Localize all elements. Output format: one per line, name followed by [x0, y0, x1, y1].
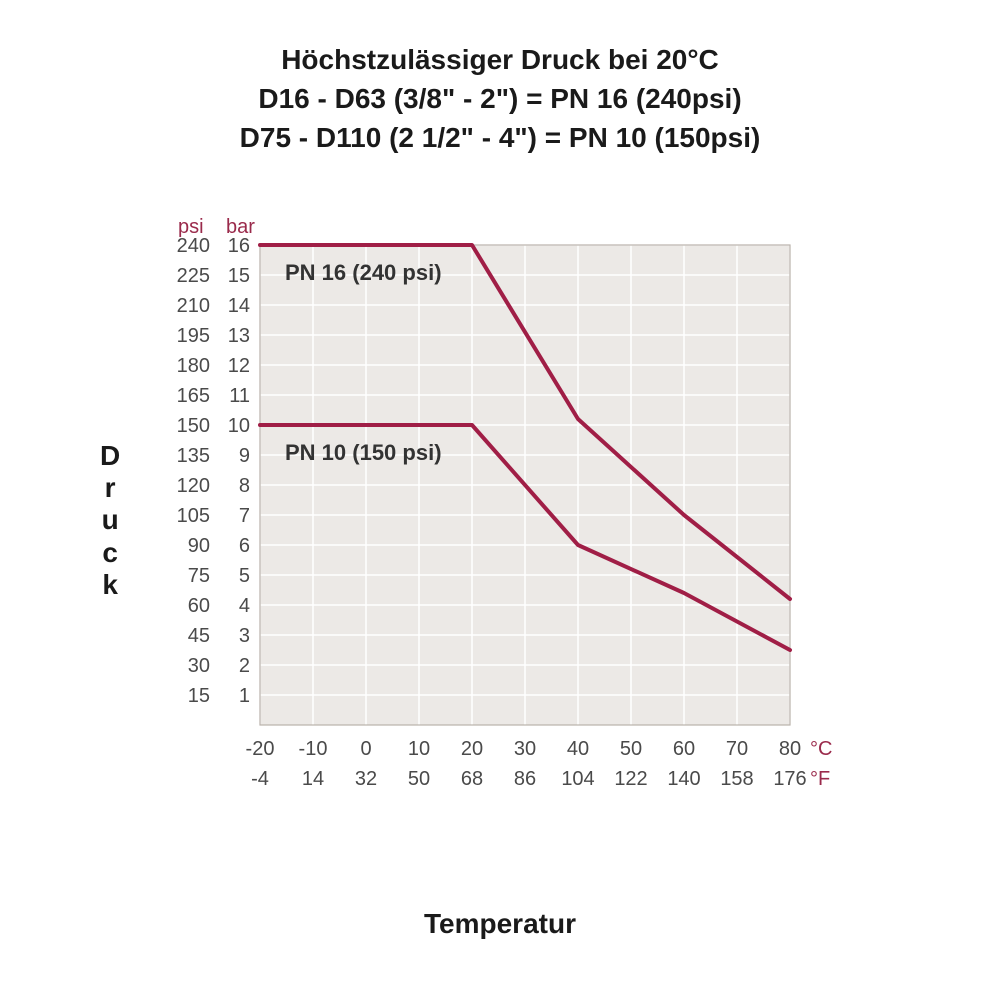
xtick-f: -4: [251, 768, 269, 790]
x-unit-c: °C: [810, 738, 832, 760]
xtick-f: 140: [667, 768, 700, 790]
psi-tick: 90: [188, 535, 210, 557]
bar-tick: 7: [239, 505, 250, 527]
header: Höchstzulässiger Druck bei 20°C D16 - D6…: [0, 40, 1000, 158]
bar-tick: 6: [239, 535, 250, 557]
bar-tick: 4: [239, 595, 250, 617]
y-axis-title: Druck: [100, 440, 120, 601]
xtick-f: 122: [614, 768, 647, 790]
bar-tick: 10: [228, 415, 250, 437]
xtick-f: 158: [720, 768, 753, 790]
psi-tick: 135: [177, 445, 210, 467]
xtick-f: 14: [302, 768, 324, 790]
psi-tick: 180: [177, 355, 210, 377]
bar-tick: 12: [228, 355, 250, 377]
bar-tick: 2: [239, 655, 250, 677]
xtick-f: 176: [773, 768, 806, 790]
bar-tick: 16: [228, 235, 250, 257]
bar-tick: 8: [239, 475, 250, 497]
series-label-0: PN 16 (240 psi): [285, 260, 442, 285]
bar-tick: 1: [239, 685, 250, 707]
xtick-f: 50: [408, 768, 430, 790]
xtick-c: 0: [360, 738, 371, 760]
x-unit-f: °F: [810, 768, 830, 790]
psi-tick: 195: [177, 325, 210, 347]
psi-tick: 225: [177, 265, 210, 287]
xtick-c: -20: [246, 738, 275, 760]
bar-tick: 5: [239, 565, 250, 587]
x-axis-title: Temperatur: [0, 908, 1000, 940]
psi-tick: 150: [177, 415, 210, 437]
bar-tick: 13: [228, 325, 250, 347]
psi-tick: 45: [188, 625, 210, 647]
header-line-2: D16 - D63 (3/8" - 2") = PN 16 (240psi): [0, 79, 1000, 118]
xtick-f: 104: [561, 768, 594, 790]
psi-tick: 105: [177, 505, 210, 527]
psi-tick: 240: [177, 235, 210, 257]
series-label-1: PN 10 (150 psi): [285, 440, 442, 465]
xtick-c: 60: [673, 738, 695, 760]
xtick-c: 80: [779, 738, 801, 760]
psi-tick: 60: [188, 595, 210, 617]
psi-tick: 75: [188, 565, 210, 587]
xtick-f: 68: [461, 768, 483, 790]
xtick-c: -10: [299, 738, 328, 760]
xtick-c: 30: [514, 738, 536, 760]
psi-tick: 120: [177, 475, 210, 497]
xtick-c: 50: [620, 738, 642, 760]
xtick-c: 70: [726, 738, 748, 760]
psi-tick: 210: [177, 295, 210, 317]
xtick-c: 20: [461, 738, 483, 760]
bar-tick: 11: [229, 385, 250, 407]
xtick-c: 40: [567, 738, 589, 760]
bar-tick: 3: [239, 625, 250, 647]
psi-tick: 165: [177, 385, 210, 407]
psi-tick: 30: [188, 655, 210, 677]
header-line-1: Höchstzulässiger Druck bei 20°C: [0, 40, 1000, 79]
bar-tick: 14: [228, 295, 250, 317]
pressure-temperature-chart: psibar1513024536047559061057120813591501…: [150, 205, 900, 845]
header-line-3: D75 - D110 (2 1/2" - 4") = PN 10 (150psi…: [0, 118, 1000, 157]
psi-tick: 15: [188, 685, 210, 707]
xtick-c: 10: [408, 738, 430, 760]
bar-tick: 15: [228, 265, 250, 287]
xtick-f: 86: [514, 768, 536, 790]
bar-tick: 9: [239, 445, 250, 467]
xtick-f: 32: [355, 768, 377, 790]
